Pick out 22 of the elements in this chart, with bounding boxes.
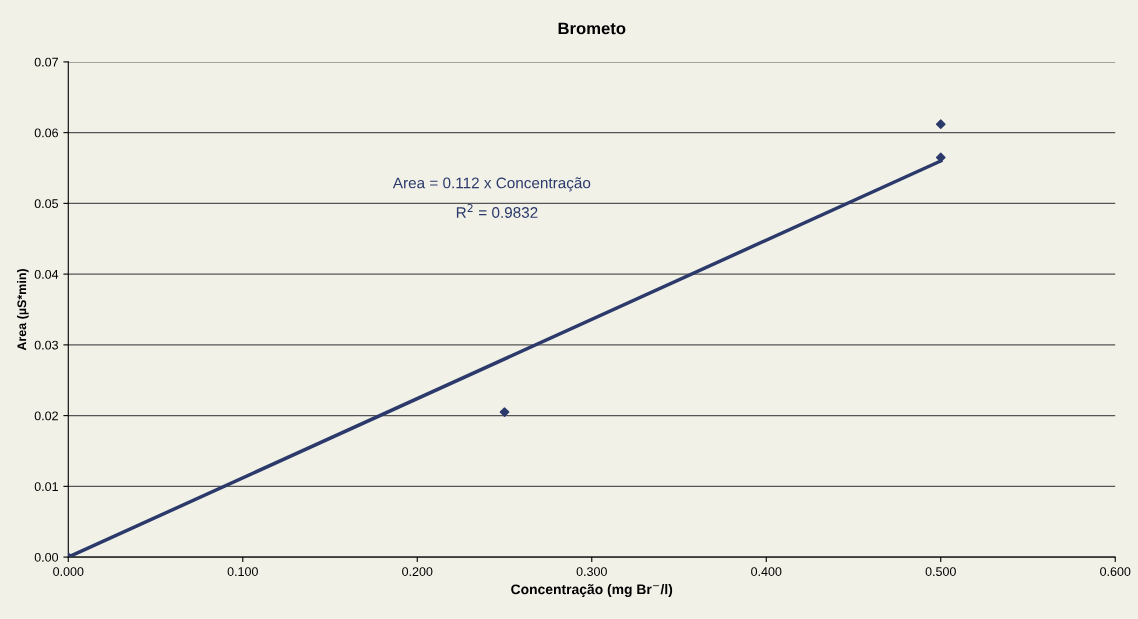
point — [935, 119, 946, 130]
y-tick-label: 0.04 — [34, 269, 59, 279]
y-tick-label: 0.05 — [34, 199, 59, 209]
y-tick-label: 0.01 — [34, 482, 58, 492]
y-tick-label: 0.00 — [34, 552, 59, 562]
annotation: Area = 0.112 x Concentração — [392, 177, 591, 192]
annotation: R$^{2}$ = 0.9832 — [456, 203, 538, 218]
x-tick-label: 0.500 — [925, 567, 956, 576]
y-tick-label: 0.03 — [34, 340, 59, 350]
y-axis-title: Area (µS*min) — [17, 269, 29, 351]
y-tick-label: 0.06 — [34, 128, 59, 138]
x-axis-title: Concentração (mg Br$^{−}$/l) — [511, 584, 673, 598]
y-tick-label: 0.02 — [34, 411, 58, 421]
point — [499, 407, 510, 417]
x-tick-label: 0.600 — [1100, 567, 1131, 576]
x-tick-label: 0.000 — [53, 567, 84, 576]
x-tick-label: 0.100 — [227, 567, 258, 576]
x-tick-label: 0.400 — [751, 567, 782, 576]
x-tick-label: 0.300 — [576, 567, 607, 576]
y-tick-label: 0.07 — [34, 57, 58, 67]
x-tick-label: 0.200 — [402, 567, 433, 576]
chart-title: Brometo — [558, 22, 626, 35]
